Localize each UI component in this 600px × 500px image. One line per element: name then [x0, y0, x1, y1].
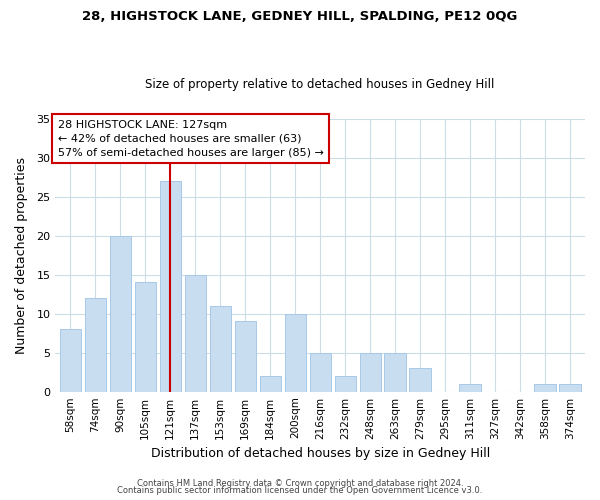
Bar: [535, 384, 556, 392]
Bar: [559, 384, 581, 392]
Bar: [235, 322, 256, 392]
Bar: [160, 181, 181, 392]
Title: Size of property relative to detached houses in Gedney Hill: Size of property relative to detached ho…: [145, 78, 495, 91]
Bar: [209, 306, 231, 392]
Bar: [284, 314, 306, 392]
Bar: [85, 298, 106, 392]
Bar: [385, 352, 406, 392]
Bar: [110, 236, 131, 392]
Bar: [185, 274, 206, 392]
Text: Contains HM Land Registry data © Crown copyright and database right 2024.: Contains HM Land Registry data © Crown c…: [137, 478, 463, 488]
Bar: [335, 376, 356, 392]
Bar: [359, 352, 381, 392]
Bar: [409, 368, 431, 392]
Bar: [134, 282, 156, 392]
Text: 28 HIGHSTOCK LANE: 127sqm
← 42% of detached houses are smaller (63)
57% of semi-: 28 HIGHSTOCK LANE: 127sqm ← 42% of detac…: [58, 120, 324, 158]
Bar: [260, 376, 281, 392]
Bar: [460, 384, 481, 392]
X-axis label: Distribution of detached houses by size in Gedney Hill: Distribution of detached houses by size …: [151, 447, 490, 460]
Bar: [59, 330, 81, 392]
Bar: [310, 352, 331, 392]
Text: 28, HIGHSTOCK LANE, GEDNEY HILL, SPALDING, PE12 0QG: 28, HIGHSTOCK LANE, GEDNEY HILL, SPALDIN…: [82, 10, 518, 23]
Text: Contains public sector information licensed under the Open Government Licence v3: Contains public sector information licen…: [118, 486, 482, 495]
Y-axis label: Number of detached properties: Number of detached properties: [15, 156, 28, 354]
